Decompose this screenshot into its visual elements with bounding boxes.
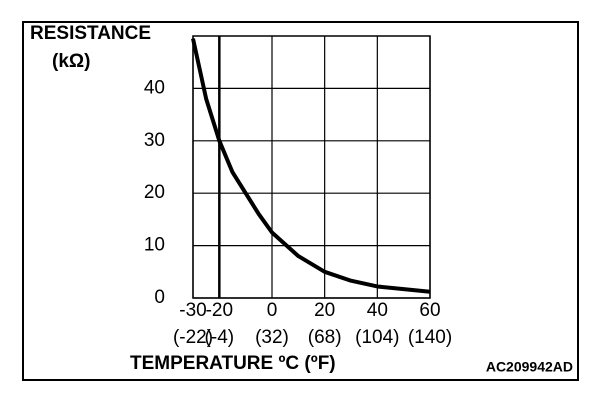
x-tick-label-f: (68) — [308, 327, 342, 348]
y-tick-label: 20 — [144, 182, 165, 203]
x-tick-label-f: (-4) — [205, 327, 235, 348]
y-tick-label: 0 — [154, 287, 165, 308]
frame — [22, 21, 579, 381]
x-tick-label: 20 — [314, 300, 335, 321]
y-tick-label: 30 — [144, 130, 165, 151]
x-tick-label-f: (140) — [408, 327, 452, 348]
y-label-unit: (kΩ) — [52, 51, 90, 72]
x-tick-label: 60 — [419, 300, 440, 321]
x-tick-label-f: (104) — [355, 327, 399, 348]
y-tick-label: 10 — [144, 235, 165, 256]
x-tick-label: 0 — [267, 300, 278, 321]
x-tick-label: -20 — [206, 300, 233, 321]
y-label: RESISTANCE — [30, 23, 151, 44]
x-tick-label: -30 — [179, 300, 206, 321]
y-tick-label: 40 — [144, 77, 165, 98]
curve — [191, 38, 431, 294]
figure-code: AC209942AD — [486, 359, 573, 375]
x-label: TEMPERATURE ºC (ºF) — [130, 353, 336, 374]
x-tick-label-f: (-22) — [173, 327, 213, 348]
x-tick-label-f: (32) — [255, 327, 289, 348]
x-tick-label: 40 — [367, 300, 388, 321]
